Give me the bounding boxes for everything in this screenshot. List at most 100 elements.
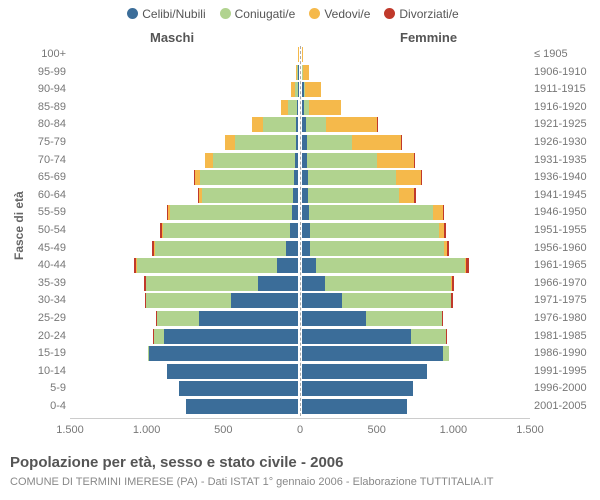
bar-segment: [414, 153, 415, 168]
birth-year-label: 1976-1980: [534, 312, 598, 324]
female-bar: [302, 364, 427, 379]
age-row: 15-191986-1990: [70, 345, 530, 363]
male-bar: [205, 153, 298, 168]
legend-label: Coniugati/e: [235, 7, 296, 21]
female-bar: [302, 117, 378, 132]
male-bar: [167, 364, 298, 379]
age-row: 65-691936-1940: [70, 169, 530, 187]
bar-segment: [302, 47, 303, 62]
bar-segment: [466, 258, 468, 273]
age-label: 10-14: [30, 365, 66, 377]
bar-segment: [444, 223, 446, 238]
bar-segment: [305, 82, 322, 97]
birth-year-label: ≤ 1905: [534, 48, 598, 60]
birth-year-label: 1941-1945: [534, 189, 598, 201]
age-label: 60-64: [30, 189, 66, 201]
age-row: 30-341971-1975: [70, 292, 530, 310]
bar-segment: [258, 276, 298, 291]
female-bar: [302, 170, 421, 185]
legend-dot: [127, 8, 138, 19]
bar-segment: [342, 293, 451, 308]
x-tick-label: 1.000: [133, 424, 161, 436]
bar-segment: [202, 188, 293, 203]
bar-segment: [296, 117, 298, 132]
bar-segment: [154, 329, 165, 344]
x-tick-label: 0: [297, 424, 303, 436]
age-label: 80-84: [30, 118, 66, 130]
female-bar: [302, 135, 401, 150]
birth-year-label: 1971-1975: [534, 294, 598, 306]
male-bar: [134, 258, 298, 273]
bar-segment: [155, 241, 286, 256]
bar-segment: [199, 311, 298, 326]
x-tick-label: 500: [214, 424, 232, 436]
bar-segment: [306, 117, 326, 132]
age-row: 5-91996-2000: [70, 380, 530, 398]
legend-dot: [309, 8, 320, 19]
female-bar: [302, 65, 309, 80]
age-label: 50-54: [30, 224, 66, 236]
legend-label: Celibi/Nubili: [142, 7, 205, 21]
bar-segment: [235, 135, 296, 150]
age-label: 65-69: [30, 171, 66, 183]
bar-segment: [307, 135, 353, 150]
bar-segment: [149, 346, 298, 361]
male-bar: [252, 117, 298, 132]
age-row: 75-791926-1930: [70, 134, 530, 152]
bar-segment: [225, 135, 235, 150]
bar-segment: [377, 153, 413, 168]
age-row: 60-641941-1945: [70, 187, 530, 205]
bar-segment: [163, 223, 289, 238]
age-label: 95-99: [30, 66, 66, 78]
age-label: 85-89: [30, 101, 66, 113]
male-bar: [152, 241, 298, 256]
bar-segment: [302, 276, 325, 291]
female-bar: [302, 223, 446, 238]
bar-segment: [302, 329, 411, 344]
bar-segment: [205, 153, 213, 168]
female-bar: [302, 346, 449, 361]
female-bar: [302, 258, 469, 273]
birth-year-label: 1961-1965: [534, 259, 598, 271]
bar-segment: [213, 153, 295, 168]
age-row: 90-941911-1915: [70, 81, 530, 99]
birth-year-label: 1911-1915: [534, 83, 598, 95]
birth-year-label: 1946-1950: [534, 206, 598, 218]
bar-segment: [302, 223, 310, 238]
bar-segment: [281, 100, 288, 115]
legend-dot: [384, 8, 395, 19]
bar-segment: [451, 293, 452, 308]
female-bar: [302, 241, 449, 256]
x-tick-label: 1.500: [516, 424, 544, 436]
birth-year-label: 1981-1985: [534, 330, 598, 342]
age-label: 40-44: [30, 259, 66, 271]
age-row: 80-841921-1925: [70, 116, 530, 134]
female-bar: [302, 311, 443, 326]
bar-segment: [433, 205, 442, 220]
rows-container: 100+≤ 190595-991906-191090-941911-191585…: [70, 46, 530, 416]
bar-segment: [326, 117, 378, 132]
male-bar: [194, 170, 298, 185]
bar-segment: [252, 117, 263, 132]
bar-segment: [310, 223, 439, 238]
x-tick-label: 1.000: [440, 424, 468, 436]
birth-year-label: 1986-1990: [534, 347, 598, 359]
age-row: 45-491956-1960: [70, 240, 530, 258]
female-title: Femmine: [400, 30, 457, 45]
bar-segment: [366, 311, 442, 326]
birth-year-label: 1936-1940: [534, 171, 598, 183]
bar-segment: [302, 399, 407, 414]
birth-year-label: 1926-1930: [534, 136, 598, 148]
male-bar: [179, 381, 298, 396]
bar-segment: [443, 346, 449, 361]
age-row: 25-291976-1980: [70, 310, 530, 328]
x-tick-label: 500: [367, 424, 385, 436]
bar-segment: [294, 170, 298, 185]
bar-segment: [288, 100, 297, 115]
age-label: 30-34: [30, 294, 66, 306]
birth-year-label: 2001-2005: [534, 400, 598, 412]
bar-segment: [290, 223, 298, 238]
age-label: 90-94: [30, 83, 66, 95]
bar-segment: [167, 364, 298, 379]
bar-segment: [309, 205, 434, 220]
